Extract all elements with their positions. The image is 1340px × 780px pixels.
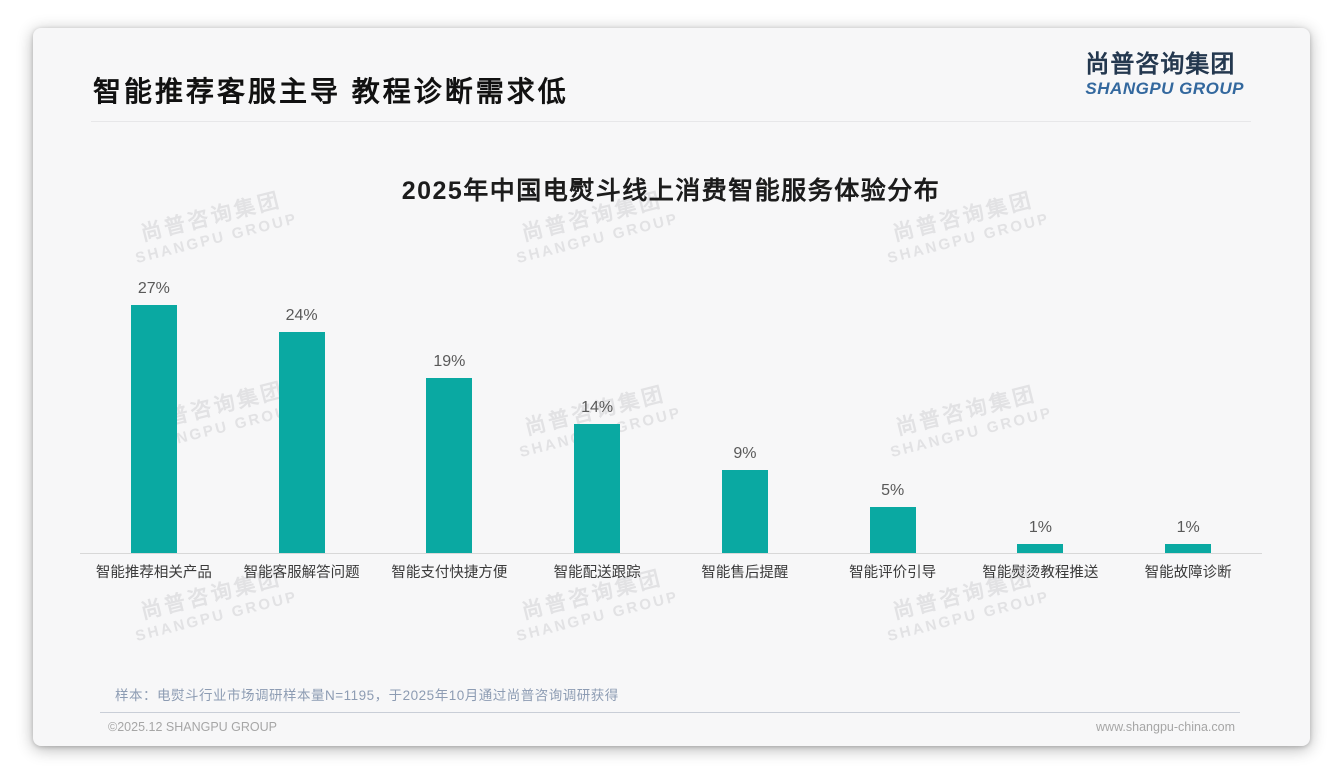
category-label: 智能熨烫教程推送 (982, 565, 1099, 581)
watermark-english-text: SHANGPU GROUP (885, 588, 1052, 645)
website-url: www.shangpu-china.com (1096, 720, 1235, 734)
category-label: 智能配送跟踪 (553, 565, 641, 581)
copyright-text: ©2025.12 SHANGPU GROUP (108, 720, 277, 734)
value-label: 24% (285, 307, 318, 324)
category-label: 智能售后提醒 (701, 565, 789, 581)
bar-slot: 14% (523, 399, 671, 553)
sample-note: 样本：电熨斗行业市场调研样本量N=1195，于2025年10月通过尚普咨询调研获… (115, 688, 619, 703)
header-divider (91, 121, 1251, 122)
page-title: 智能推荐客服主导 教程诊断需求低 (93, 76, 569, 107)
bar-slot: 19% (376, 353, 524, 553)
footer-row: ©2025.12 SHANGPU GROUP www.shangpu-china… (108, 720, 1235, 734)
value-label: 14% (581, 399, 614, 416)
x-axis-line (80, 553, 1262, 554)
bar-slot: 9% (671, 445, 819, 553)
bar-slot: 1% (967, 519, 1115, 553)
bar (1017, 544, 1064, 553)
category-label: 智能推荐相关产品 (95, 565, 212, 581)
category-label: 智能评价引导 (849, 565, 937, 581)
value-label: 27% (137, 280, 170, 297)
chart-title: 2025年中国电熨斗线上消费智能服务体验分布 (401, 177, 941, 205)
value-label: 1% (1176, 519, 1200, 536)
category-label: 智能故障诊断 (1144, 565, 1232, 581)
bar-slot: 5% (819, 482, 967, 553)
value-label: 5% (881, 482, 905, 499)
watermark-english-text: SHANGPU GROUP (133, 588, 300, 645)
bar (278, 332, 325, 553)
bar (869, 507, 916, 553)
value-label: 19% (433, 353, 466, 370)
logo-english-text: SHANGPU GROUP (1085, 79, 1244, 99)
category-label: 智能支付快捷方便 (391, 565, 508, 581)
bar-slot: 24% (228, 307, 376, 553)
bar-slot: 1% (1114, 519, 1262, 553)
footer-divider (100, 712, 1240, 713)
bar-slot: 27% (80, 280, 228, 553)
bar (574, 424, 621, 553)
plot-area: 27% 24% 19% 14% 9% 5% 1% 1% (80, 253, 1262, 553)
watermark-english-text: SHANGPU GROUP (514, 588, 681, 645)
bar (426, 378, 473, 553)
bar (1165, 544, 1212, 553)
value-label: 9% (733, 445, 757, 462)
bar (721, 470, 768, 553)
category-label: 智能客服解答问题 (243, 565, 360, 581)
slide-card: 尚普咨询集团 SHANGPU GROUP 尚普咨询集团 SHANGPU GROUP 尚普… (33, 28, 1310, 746)
value-label: 1% (1028, 519, 1052, 536)
bar (130, 305, 177, 553)
category-row: 智能推荐相关产品 智能客服解答问题 智能支付快捷方便 智能配送跟踪 智能售后提醒 智能评价… (80, 561, 1262, 582)
logo-chinese-text: 尚普咨询集团 (1085, 51, 1236, 78)
company-logo: 尚普咨询集团 SHANGPU GROUP (1085, 51, 1244, 99)
